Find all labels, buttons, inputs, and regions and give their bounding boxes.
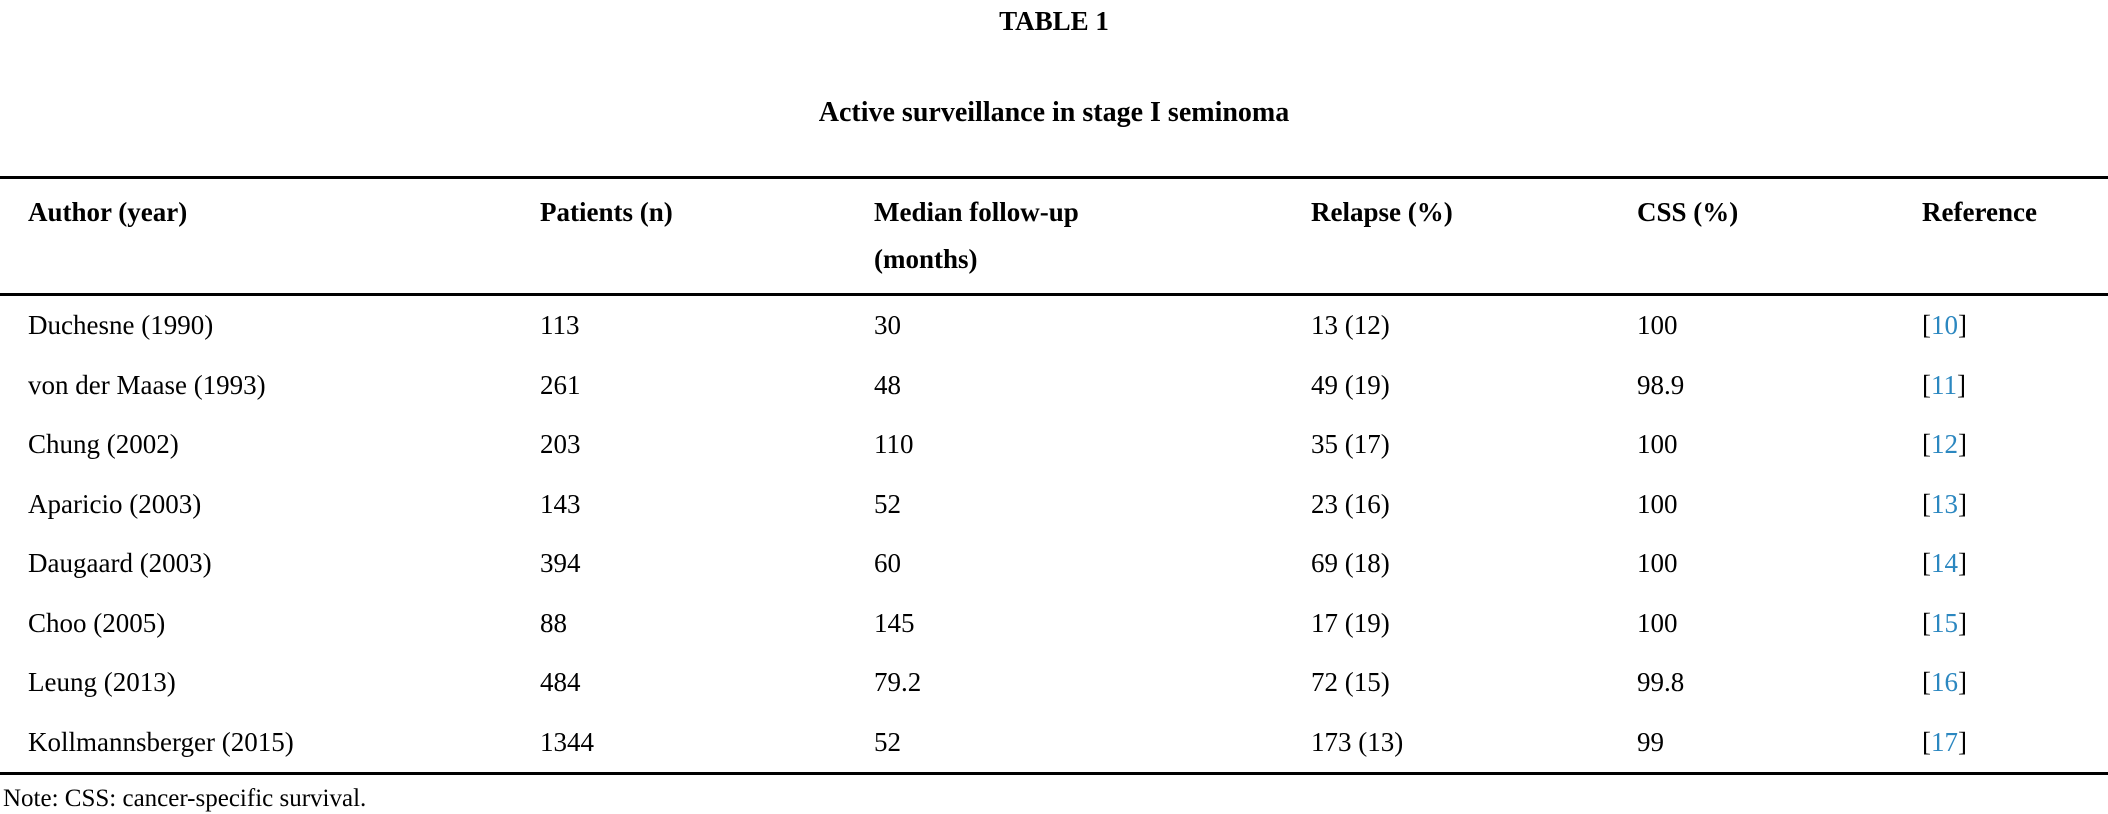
column-header-relapse: Relapse (%) (1311, 197, 1453, 227)
table-row: Duchesne (1990) 113 30 13 (12) 100 [10] (0, 295, 2108, 356)
patients-cell: 88 (540, 607, 567, 638)
table-label: TABLE 1 (999, 6, 1109, 36)
relapse-cell: 13 (12) (1311, 310, 1390, 341)
median-followup-cell: 60 (874, 548, 901, 579)
css-cell: 98.9 (1637, 369, 1685, 400)
median-followup-cell: 48 (874, 369, 901, 400)
table-row: Kollmannsberger (2015) 1344 52 173 (13) … (0, 713, 2108, 774)
patients-cell: 143 (540, 488, 581, 519)
reference-cell: [15] (1922, 594, 2108, 654)
column-header-css: CSS (%) (1637, 197, 1739, 227)
reference-cell: [17] (1922, 713, 2108, 774)
table-header: Author (year) Patients (n) Median follow… (0, 178, 2108, 295)
relapse-cell: 69 (18) (1311, 548, 1390, 579)
author-cell: Daugaard (2003) (28, 548, 212, 579)
author-cell: Kollmannsberger (2015) (28, 726, 294, 757)
patients-cell: 394 (540, 548, 581, 579)
css-cell: 99 (1637, 726, 1664, 757)
median-followup-cell: 30 (874, 310, 901, 341)
table-row: Chung (2002) 203 110 35 (17) 100 [12] (0, 415, 2108, 475)
reference-close-bracket: ] (1958, 726, 1967, 757)
css-cell: 99.8 (1637, 667, 1685, 698)
reference-link[interactable]: 13 (1931, 488, 1958, 519)
relapse-cell: 35 (17) (1311, 429, 1390, 460)
reference-cell: [13] (1922, 475, 2108, 535)
patients-cell: 484 (540, 667, 581, 698)
median-followup-cell: 145 (874, 607, 915, 638)
column-header-patients: Patients (n) (540, 197, 673, 227)
reference-open-bracket: [ (1922, 607, 1931, 638)
reference-open-bracket: [ (1922, 488, 1931, 519)
table-row: Aparicio (2003) 143 52 23 (16) 100 [13] (0, 475, 2108, 535)
patients-cell: 261 (540, 369, 581, 400)
reference-close-bracket: ] (1957, 369, 1966, 400)
reference-cell: [11] (1922, 356, 2108, 416)
reference-cell: [14] (1922, 534, 2108, 594)
css-cell: 100 (1637, 488, 1678, 519)
reference-cell: [16] (1922, 653, 2108, 713)
column-header-median-followup: Median follow-up (months) (874, 178, 1311, 295)
relapse-cell: 72 (15) (1311, 667, 1390, 698)
reference-cell: [12] (1922, 415, 2108, 475)
reference-close-bracket: ] (1958, 607, 1967, 638)
author-cell: Chung (2002) (28, 429, 179, 460)
reference-close-bracket: ] (1958, 310, 1967, 341)
table-row: Leung (2013) 484 79.2 72 (15) 99.8 [16] (0, 653, 2108, 713)
patients-cell: 203 (540, 429, 581, 460)
css-cell: 100 (1637, 607, 1678, 638)
css-cell: 100 (1637, 548, 1678, 579)
reference-link[interactable]: 16 (1931, 667, 1958, 698)
surveillance-table: Author (year) Patients (n) Median follow… (0, 176, 2108, 775)
reference-link[interactable]: 11 (1931, 369, 1957, 400)
reference-open-bracket: [ (1922, 667, 1931, 698)
patients-cell: 1344 (540, 726, 594, 757)
median-followup-cell: 52 (874, 488, 901, 519)
reference-close-bracket: ] (1958, 488, 1967, 519)
author-cell: Duchesne (1990) (28, 310, 214, 341)
reference-link[interactable]: 12 (1931, 429, 1958, 460)
column-header-reference: Reference (1922, 197, 2037, 227)
css-cell: 100 (1637, 310, 1678, 341)
reference-close-bracket: ] (1958, 667, 1967, 698)
reference-open-bracket: [ (1922, 310, 1931, 341)
median-followup-cell: 110 (874, 429, 914, 460)
reference-close-bracket: ] (1958, 429, 1967, 460)
reference-link[interactable]: 15 (1931, 607, 1958, 638)
relapse-cell: 173 (13) (1311, 726, 1404, 757)
reference-link[interactable]: 14 (1931, 548, 1958, 579)
relapse-cell: 17 (19) (1311, 607, 1390, 638)
reference-open-bracket: [ (1922, 429, 1931, 460)
author-cell: Choo (2005) (28, 607, 166, 638)
author-cell: Aparicio (2003) (28, 488, 202, 519)
reference-open-bracket: [ (1922, 369, 1931, 400)
table-row: Daugaard (2003) 394 60 69 (18) 100 [14] (0, 534, 2108, 594)
header-row: Author (year) Patients (n) Median follow… (0, 178, 2108, 295)
table-body: Duchesne (1990) 113 30 13 (12) 100 [10] … (0, 295, 2108, 774)
reference-cell: [10] (1922, 295, 2108, 356)
reference-open-bracket: [ (1922, 548, 1931, 579)
median-followup-cell: 52 (874, 726, 901, 757)
column-header-median-followup-line2: (months) (874, 244, 978, 274)
relapse-cell: 23 (16) (1311, 488, 1390, 519)
table-row: Choo (2005) 88 145 17 (19) 100 [15] (0, 594, 2108, 654)
author-cell: von der Maase (1993) (28, 369, 266, 400)
median-followup-cell: 79.2 (874, 667, 922, 698)
column-header-author: Author (year) (28, 197, 188, 227)
column-header-median-followup-line1: Median follow-up (874, 197, 1079, 227)
table-row: von der Maase (1993) 261 48 49 (19) 98.9… (0, 356, 2108, 416)
patients-cell: 113 (540, 310, 580, 341)
author-cell: Leung (2013) (28, 667, 176, 698)
table-note: Note: CSS: cancer-specific survival. (3, 785, 367, 812)
css-cell: 100 (1637, 429, 1678, 460)
reference-link[interactable]: 17 (1931, 726, 1958, 757)
reference-link[interactable]: 10 (1931, 310, 1958, 341)
relapse-cell: 49 (19) (1311, 369, 1390, 400)
reference-open-bracket: [ (1922, 726, 1931, 757)
table-title: Active surveillance in stage I seminoma (818, 97, 1290, 128)
reference-close-bracket: ] (1958, 548, 1967, 579)
